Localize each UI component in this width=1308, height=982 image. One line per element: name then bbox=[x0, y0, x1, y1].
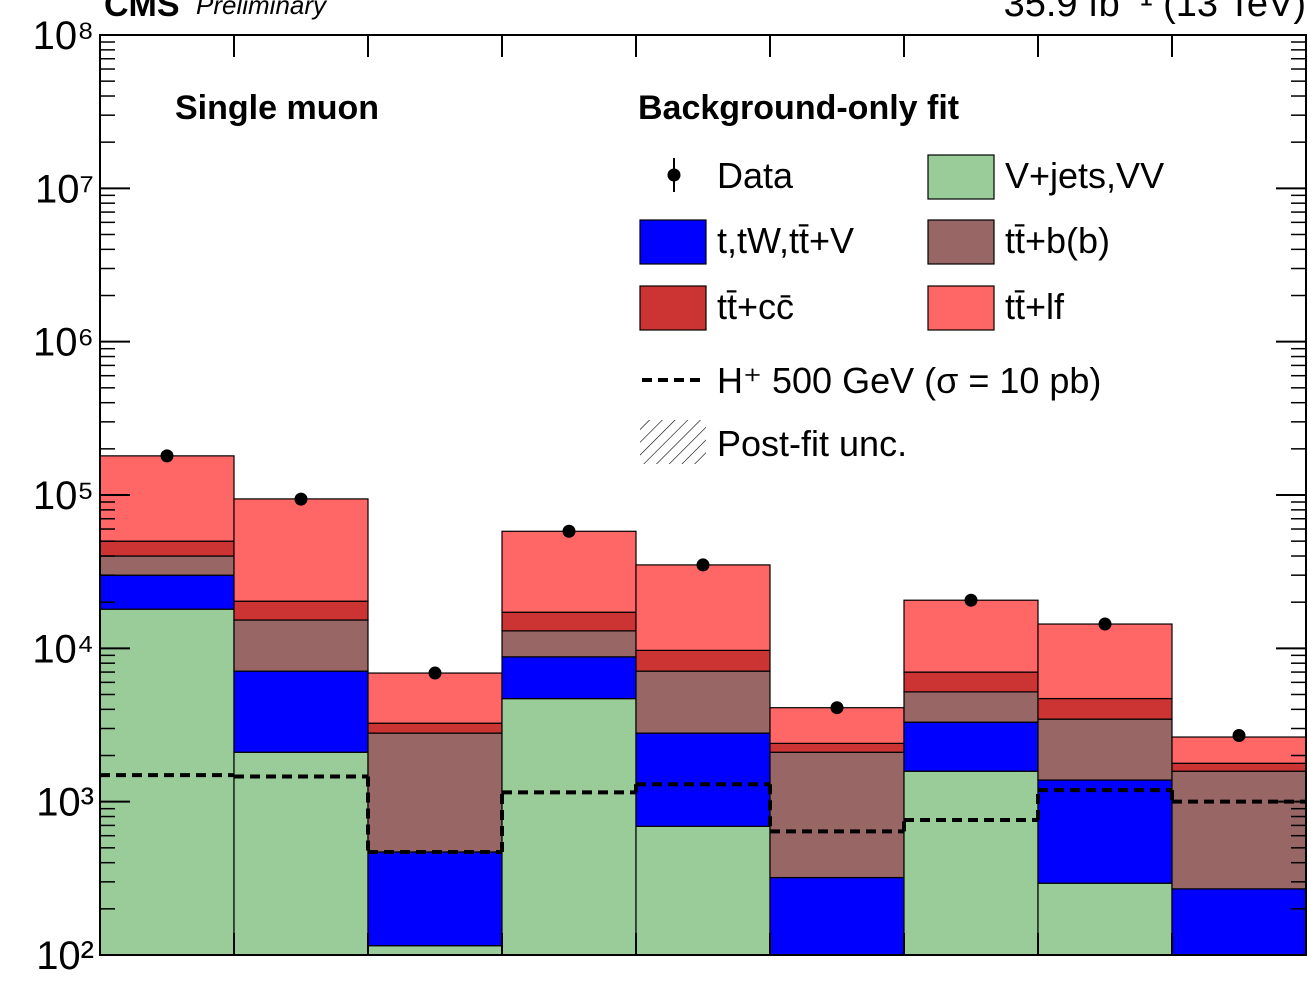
status-label: Preliminary bbox=[196, 0, 328, 20]
legend-label: tt̄+b(b) bbox=[1005, 220, 1110, 261]
data-point bbox=[964, 593, 978, 607]
data-point bbox=[562, 524, 576, 538]
bar-segment bbox=[367, 722, 503, 734]
data-point bbox=[1232, 729, 1246, 743]
bar-segment bbox=[1171, 888, 1307, 956]
experiment-label: CMS bbox=[104, 0, 180, 24]
data-point bbox=[294, 492, 308, 506]
bar-segment bbox=[635, 564, 771, 651]
bar-segment bbox=[903, 721, 1039, 772]
bar-segment bbox=[635, 649, 771, 672]
y-tick-label: 10³ bbox=[36, 781, 94, 825]
bar-segment bbox=[99, 455, 235, 542]
y-tick-label: 10⁵ bbox=[33, 474, 94, 518]
data-point bbox=[160, 449, 174, 463]
legend-label: Post-fit unc. bbox=[717, 423, 907, 464]
bar-segment bbox=[903, 770, 1039, 956]
bar-segment bbox=[367, 672, 503, 724]
legend-label: t,tW,tt̄+V bbox=[717, 220, 854, 261]
bar-segment bbox=[501, 630, 637, 658]
bar-segment bbox=[99, 608, 235, 956]
lumi-label: 35.9 fb⁻¹ (13 TeV) bbox=[1004, 0, 1306, 25]
bar-segment bbox=[501, 698, 637, 956]
bar-segment bbox=[99, 555, 235, 576]
bar-segment bbox=[367, 851, 503, 947]
bar-segment bbox=[635, 732, 771, 827]
legend-label: tt̄+cc̄ bbox=[717, 286, 794, 327]
bar-segment bbox=[233, 670, 369, 753]
bar-segment bbox=[1037, 623, 1173, 700]
bar-segment bbox=[635, 670, 771, 734]
bar-segment bbox=[1037, 697, 1173, 720]
data-point bbox=[428, 666, 442, 680]
bar-segment bbox=[233, 600, 369, 621]
region-label: Single muon bbox=[175, 89, 379, 127]
bar-segment bbox=[635, 825, 771, 956]
data-point bbox=[1098, 617, 1112, 631]
bar-segment bbox=[1171, 762, 1307, 772]
bar-segment bbox=[903, 691, 1039, 723]
legend-swatch bbox=[639, 285, 707, 331]
bar-segment bbox=[501, 530, 637, 613]
bar-segment bbox=[367, 945, 503, 956]
bar-segment bbox=[501, 611, 637, 632]
bar-segment bbox=[99, 540, 235, 557]
bar-segment bbox=[99, 574, 235, 610]
bar-segment bbox=[1037, 882, 1173, 956]
bar-segment bbox=[233, 498, 369, 602]
y-tick-label: 10⁸ bbox=[33, 14, 94, 58]
legend-label: V+jets,VV bbox=[1005, 155, 1164, 196]
legend-swatch bbox=[927, 285, 995, 331]
legend-swatch bbox=[927, 219, 995, 265]
legend-swatch bbox=[927, 154, 995, 200]
legend-marker bbox=[667, 168, 681, 182]
legend-label: tt̄+lf bbox=[1005, 286, 1065, 327]
legend-label: Data bbox=[717, 155, 794, 196]
bar-segment bbox=[903, 599, 1039, 673]
y-tick-label: 10⁴ bbox=[32, 627, 94, 671]
legend-swatch bbox=[640, 420, 706, 464]
bar-segment bbox=[1037, 718, 1173, 781]
data-point bbox=[696, 558, 710, 572]
bar-segment bbox=[1171, 770, 1307, 890]
bar-segment bbox=[769, 742, 905, 753]
bar-segment bbox=[903, 671, 1039, 693]
legend-label: H⁺ 500 GeV (σ = 10 pb) bbox=[717, 360, 1101, 401]
bar-segment bbox=[769, 751, 905, 879]
data-point bbox=[830, 701, 844, 715]
y-tick-label: 10² bbox=[36, 934, 94, 977]
fit-label: Background-only fit bbox=[638, 89, 959, 127]
bar-segment bbox=[501, 656, 637, 700]
bar-segment bbox=[233, 751, 369, 956]
bar-segment bbox=[233, 619, 369, 672]
bar-segment bbox=[1037, 779, 1173, 884]
y-tick-label: 10⁷ bbox=[35, 167, 94, 211]
bar-segment bbox=[769, 876, 905, 956]
y-tick-label: 10⁶ bbox=[33, 321, 94, 365]
legend-swatch bbox=[639, 219, 707, 265]
bar-segment bbox=[367, 732, 503, 853]
